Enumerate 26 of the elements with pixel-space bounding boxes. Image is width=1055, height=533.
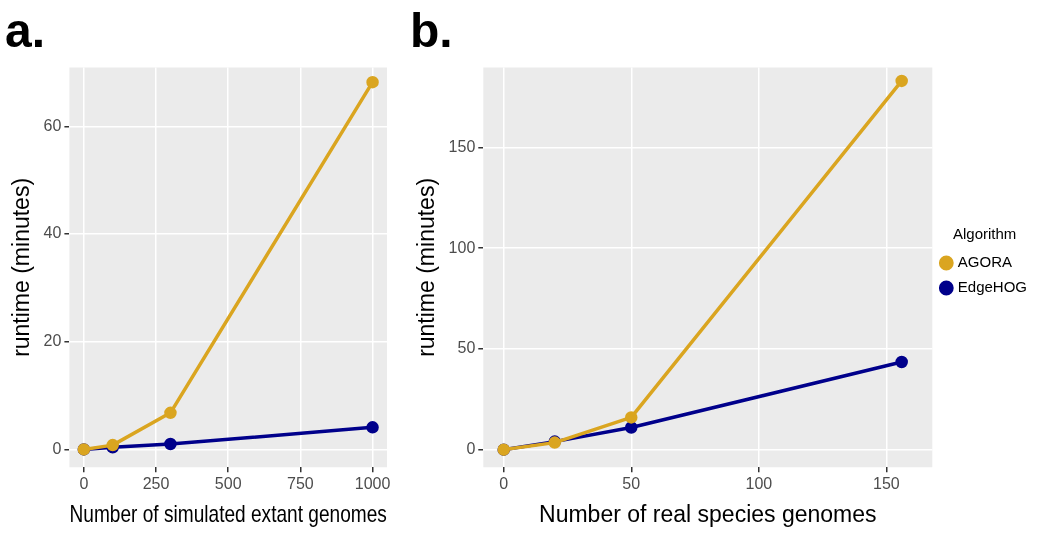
y-tick-label: 60 bbox=[43, 116, 62, 134]
x-tick-label: 750 bbox=[287, 475, 314, 493]
x-tick-label: 0 bbox=[499, 475, 509, 493]
legend-label: EdgeHOG bbox=[957, 278, 1027, 296]
x-axis-title: Number of real species genomes bbox=[539, 500, 877, 527]
x-tick-label: 0 bbox=[79, 475, 89, 493]
y-axis-title: runtime (minutes) bbox=[413, 177, 440, 357]
y-axis-title: runtime (minutes) bbox=[8, 177, 35, 357]
legend-title: Algorithm bbox=[952, 225, 1017, 243]
x-tick-label: 500 bbox=[214, 475, 242, 493]
x-tick-label: 1000 bbox=[354, 475, 391, 493]
x-tick-label: 250 bbox=[142, 475, 170, 493]
x-tick-label: 50 bbox=[622, 475, 641, 493]
y-tick-label: 0 bbox=[466, 440, 476, 458]
x-tick-label: 150 bbox=[873, 475, 900, 493]
chart-title: a. bbox=[5, 4, 46, 58]
legend-label: AGORA bbox=[957, 253, 1012, 271]
y-tick-label: 20 bbox=[43, 332, 62, 350]
y-tick-label: 100 bbox=[448, 238, 476, 256]
y-tick-label: 40 bbox=[43, 224, 62, 242]
y-tick-label: 150 bbox=[448, 137, 476, 155]
x-tick-label: 100 bbox=[745, 475, 773, 493]
x-axis-title: Number of simulated extant genomes bbox=[69, 500, 387, 526]
y-tick-label: 50 bbox=[457, 339, 476, 357]
chart-title: b. bbox=[410, 4, 453, 58]
y-tick-label: 0 bbox=[52, 439, 62, 457]
